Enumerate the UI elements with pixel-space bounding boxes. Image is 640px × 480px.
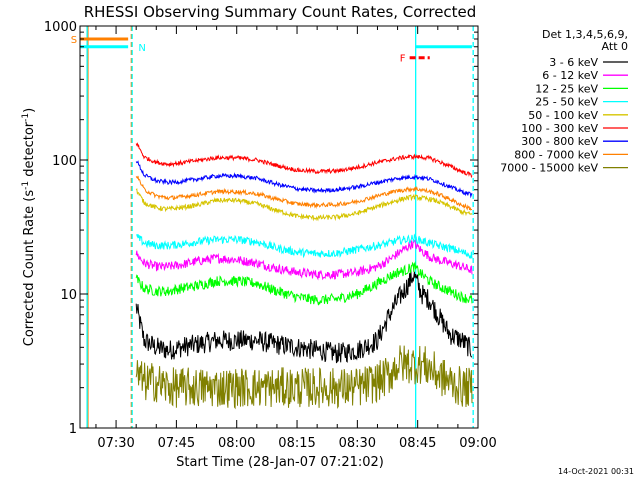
legend-header-line1: Det 1,3,4,5,6,9, — [542, 28, 628, 41]
y-axis-label-part1: Corrected Count Rate (s — [22, 190, 37, 347]
legend-label: 50 - 100 keV — [528, 109, 598, 122]
series-line-7 — [135, 160, 473, 199]
legend-label: 12 - 25 keV — [535, 82, 598, 95]
y-axis-label: Corrected Count Rate (s-1 detector-1) — [21, 108, 37, 346]
y-axis-label-part3: ) — [22, 108, 37, 113]
legend-label: 300 - 800 keV — [521, 135, 598, 148]
x-tick-label: 08:15 — [278, 436, 315, 451]
plot-area: S N F 1 10 100 1000 07:30 07:45 08:00 08:15 08:30… — [44, 20, 497, 451]
series-line-2 — [135, 239, 473, 281]
vertical-markers — [86, 26, 474, 428]
y-axis-label-part2: detector — [22, 121, 37, 181]
y-tick-label: 1 — [69, 422, 77, 437]
plot-frame — [79, 25, 479, 429]
series-line-3 — [135, 261, 473, 306]
flag-group: S N F — [71, 35, 472, 65]
y-axis-label-sup2: -1 — [21, 113, 31, 122]
legend-header-line2: Att 0 — [602, 40, 628, 53]
series-line-9 — [135, 345, 473, 410]
chart-title: RHESSI Observing Summary Count Rates, Co… — [84, 3, 477, 21]
series-line-4 — [136, 233, 473, 259]
y-axis-label-sup1: -1 — [21, 181, 31, 190]
x-tick-label: 07:45 — [158, 436, 195, 451]
series-line-6 — [135, 142, 473, 179]
series-line-1 — [135, 269, 473, 364]
legend-label: 800 - 7000 keV — [514, 148, 598, 161]
x-axis-label: Start Time (28-Jan-07 07:21:02) — [176, 455, 384, 470]
x-axis-ticks: 07:30 07:45 08:00 08:15 08:30 08:45 09:00 — [95, 26, 497, 451]
legend-label: 100 - 300 keV — [521, 122, 598, 135]
x-tick-label: 08:30 — [339, 436, 376, 451]
x-tick-label: 08:45 — [399, 436, 436, 451]
date-stamp: 14-Oct-2021 00:31 — [558, 467, 634, 476]
x-tick-label: 07:30 — [97, 436, 134, 451]
y-axis-ticks: 1 10 100 1000 — [44, 20, 478, 437]
series-group — [135, 142, 473, 410]
x-tick-label: 08:00 — [218, 436, 255, 451]
legend-label: 6 - 12 keV — [542, 69, 598, 82]
y-tick-label: 100 — [52, 154, 77, 169]
x-tick-label: 09:00 — [459, 436, 496, 451]
flag-label: N — [138, 43, 145, 54]
series-line-8 — [135, 175, 473, 211]
flag-label: S — [71, 35, 77, 46]
y-tick-label: 1000 — [44, 20, 77, 35]
legend-label: 25 - 50 keV — [535, 96, 598, 109]
legend-label: 7000 - 15000 keV — [500, 162, 598, 175]
legend-label: 3 - 6 keV — [549, 56, 598, 69]
y-tick-label: 10 — [60, 288, 77, 303]
series-line-5 — [135, 188, 473, 222]
flag-label: F — [400, 54, 406, 65]
